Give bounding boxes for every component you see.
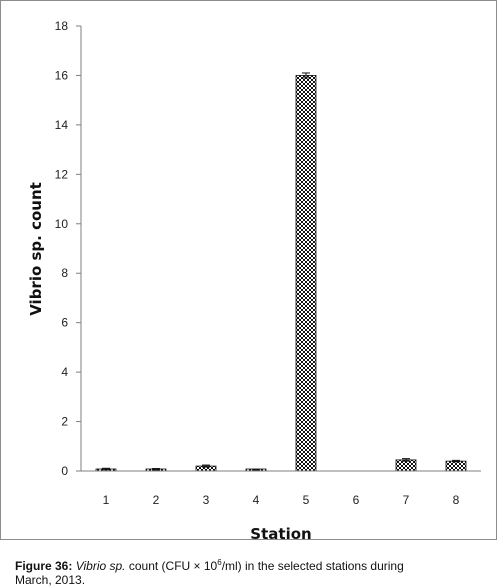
y-tick-label: 12 — [55, 167, 69, 181]
caption-text-part2: /ml) in the selected stations during — [221, 559, 404, 573]
y-tick-label: 8 — [61, 266, 68, 280]
caption-figure-label: Figure 36: — [15, 559, 73, 573]
y-tick-label: 4 — [61, 365, 68, 379]
y-tick-label: 14 — [55, 118, 69, 132]
x-tick-label: 5 — [303, 493, 310, 507]
y-tick-label: 18 — [55, 19, 69, 33]
x-tick-label: 2 — [153, 493, 160, 507]
caption-text-line2: March, 2013. — [15, 573, 86, 587]
y-tick-label: 2 — [61, 415, 68, 429]
y-tick-label: 0 — [61, 464, 68, 478]
x-tick-label: 3 — [203, 493, 210, 507]
x-tick-label: 1 — [103, 493, 110, 507]
bar-station-5 — [295, 75, 317, 472]
y-tick-label: 6 — [61, 316, 68, 330]
x-tick-label: 6 — [353, 493, 360, 507]
caption-italic-term: Vibrio sp. — [75, 559, 126, 573]
figure-caption: Figure 36: Vibrio sp. count (CFU × 106/m… — [15, 556, 495, 587]
x-tick-label: 8 — [453, 493, 460, 507]
x-axis-title: Station — [250, 525, 311, 541]
y-axis-title: Vibrio sp. count — [27, 182, 45, 316]
bar-station-8 — [445, 460, 467, 472]
x-tick-label: 4 — [253, 493, 260, 507]
y-tick-label: 10 — [55, 217, 69, 231]
caption-text-part1: count (CFU × 10 — [125, 559, 218, 573]
caption-superscript: 6 — [217, 558, 222, 567]
y-tick-label: 16 — [55, 68, 69, 82]
x-tick-label: 7 — [403, 493, 410, 507]
